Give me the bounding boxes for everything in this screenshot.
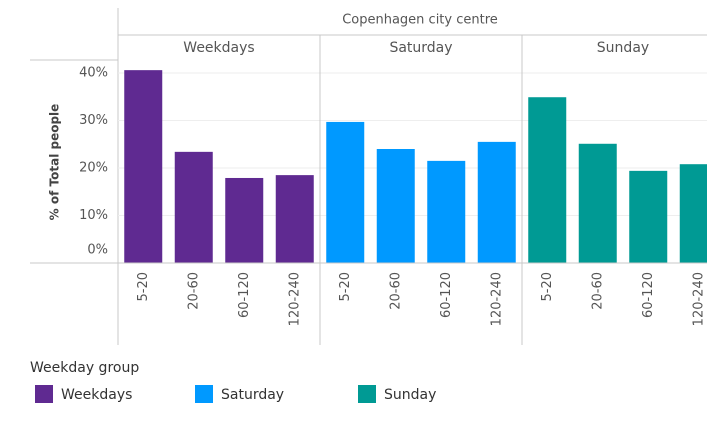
x-tick-label: 5-20 (136, 272, 151, 302)
legend-swatch (358, 385, 376, 403)
bar (275, 175, 314, 263)
bar (124, 70, 163, 264)
x-tick-label: 60-120 (641, 272, 656, 318)
y-axis-label: % of Total people (48, 104, 62, 221)
bar (376, 149, 415, 263)
bar (679, 164, 707, 263)
x-tick-label: 120-240 (287, 272, 302, 326)
bar (578, 143, 617, 263)
bar (477, 141, 516, 263)
x-tick-label: 60-120 (439, 272, 454, 318)
y-tick-label: 0% (87, 243, 108, 258)
x-tick-label: 20-60 (388, 272, 403, 310)
panel-header: Sunday (597, 40, 649, 56)
legend-label: Weekdays (61, 387, 132, 403)
panel-header: Saturday (389, 40, 452, 56)
legend-label: Sunday (384, 387, 436, 403)
bar (629, 170, 668, 263)
legend-swatch (195, 385, 213, 403)
y-tick-label: 40% (79, 66, 108, 81)
x-tick-label: 20-60 (590, 272, 605, 310)
bar (174, 151, 213, 263)
bar (528, 97, 567, 263)
legend-label: Saturday (221, 387, 284, 403)
y-tick-label: 10% (79, 208, 108, 223)
legend-title: Weekday group (30, 360, 139, 376)
x-tick-label: 60-120 (237, 272, 252, 318)
bar (225, 177, 264, 263)
chart-title: Copenhagen city centre (342, 13, 498, 28)
x-tick-label: 5-20 (338, 272, 353, 302)
y-tick-label: 30% (79, 113, 108, 128)
x-tick-label: 120-240 (489, 272, 504, 326)
y-tick-label: 20% (79, 161, 108, 176)
bar (427, 160, 466, 263)
legend-swatch (35, 385, 53, 403)
panel-header: Weekdays (183, 40, 254, 56)
x-tick-label: 20-60 (186, 272, 201, 310)
bar (326, 121, 365, 263)
x-tick-label: 5-20 (540, 272, 555, 302)
x-tick-label: 120-240 (691, 272, 706, 326)
